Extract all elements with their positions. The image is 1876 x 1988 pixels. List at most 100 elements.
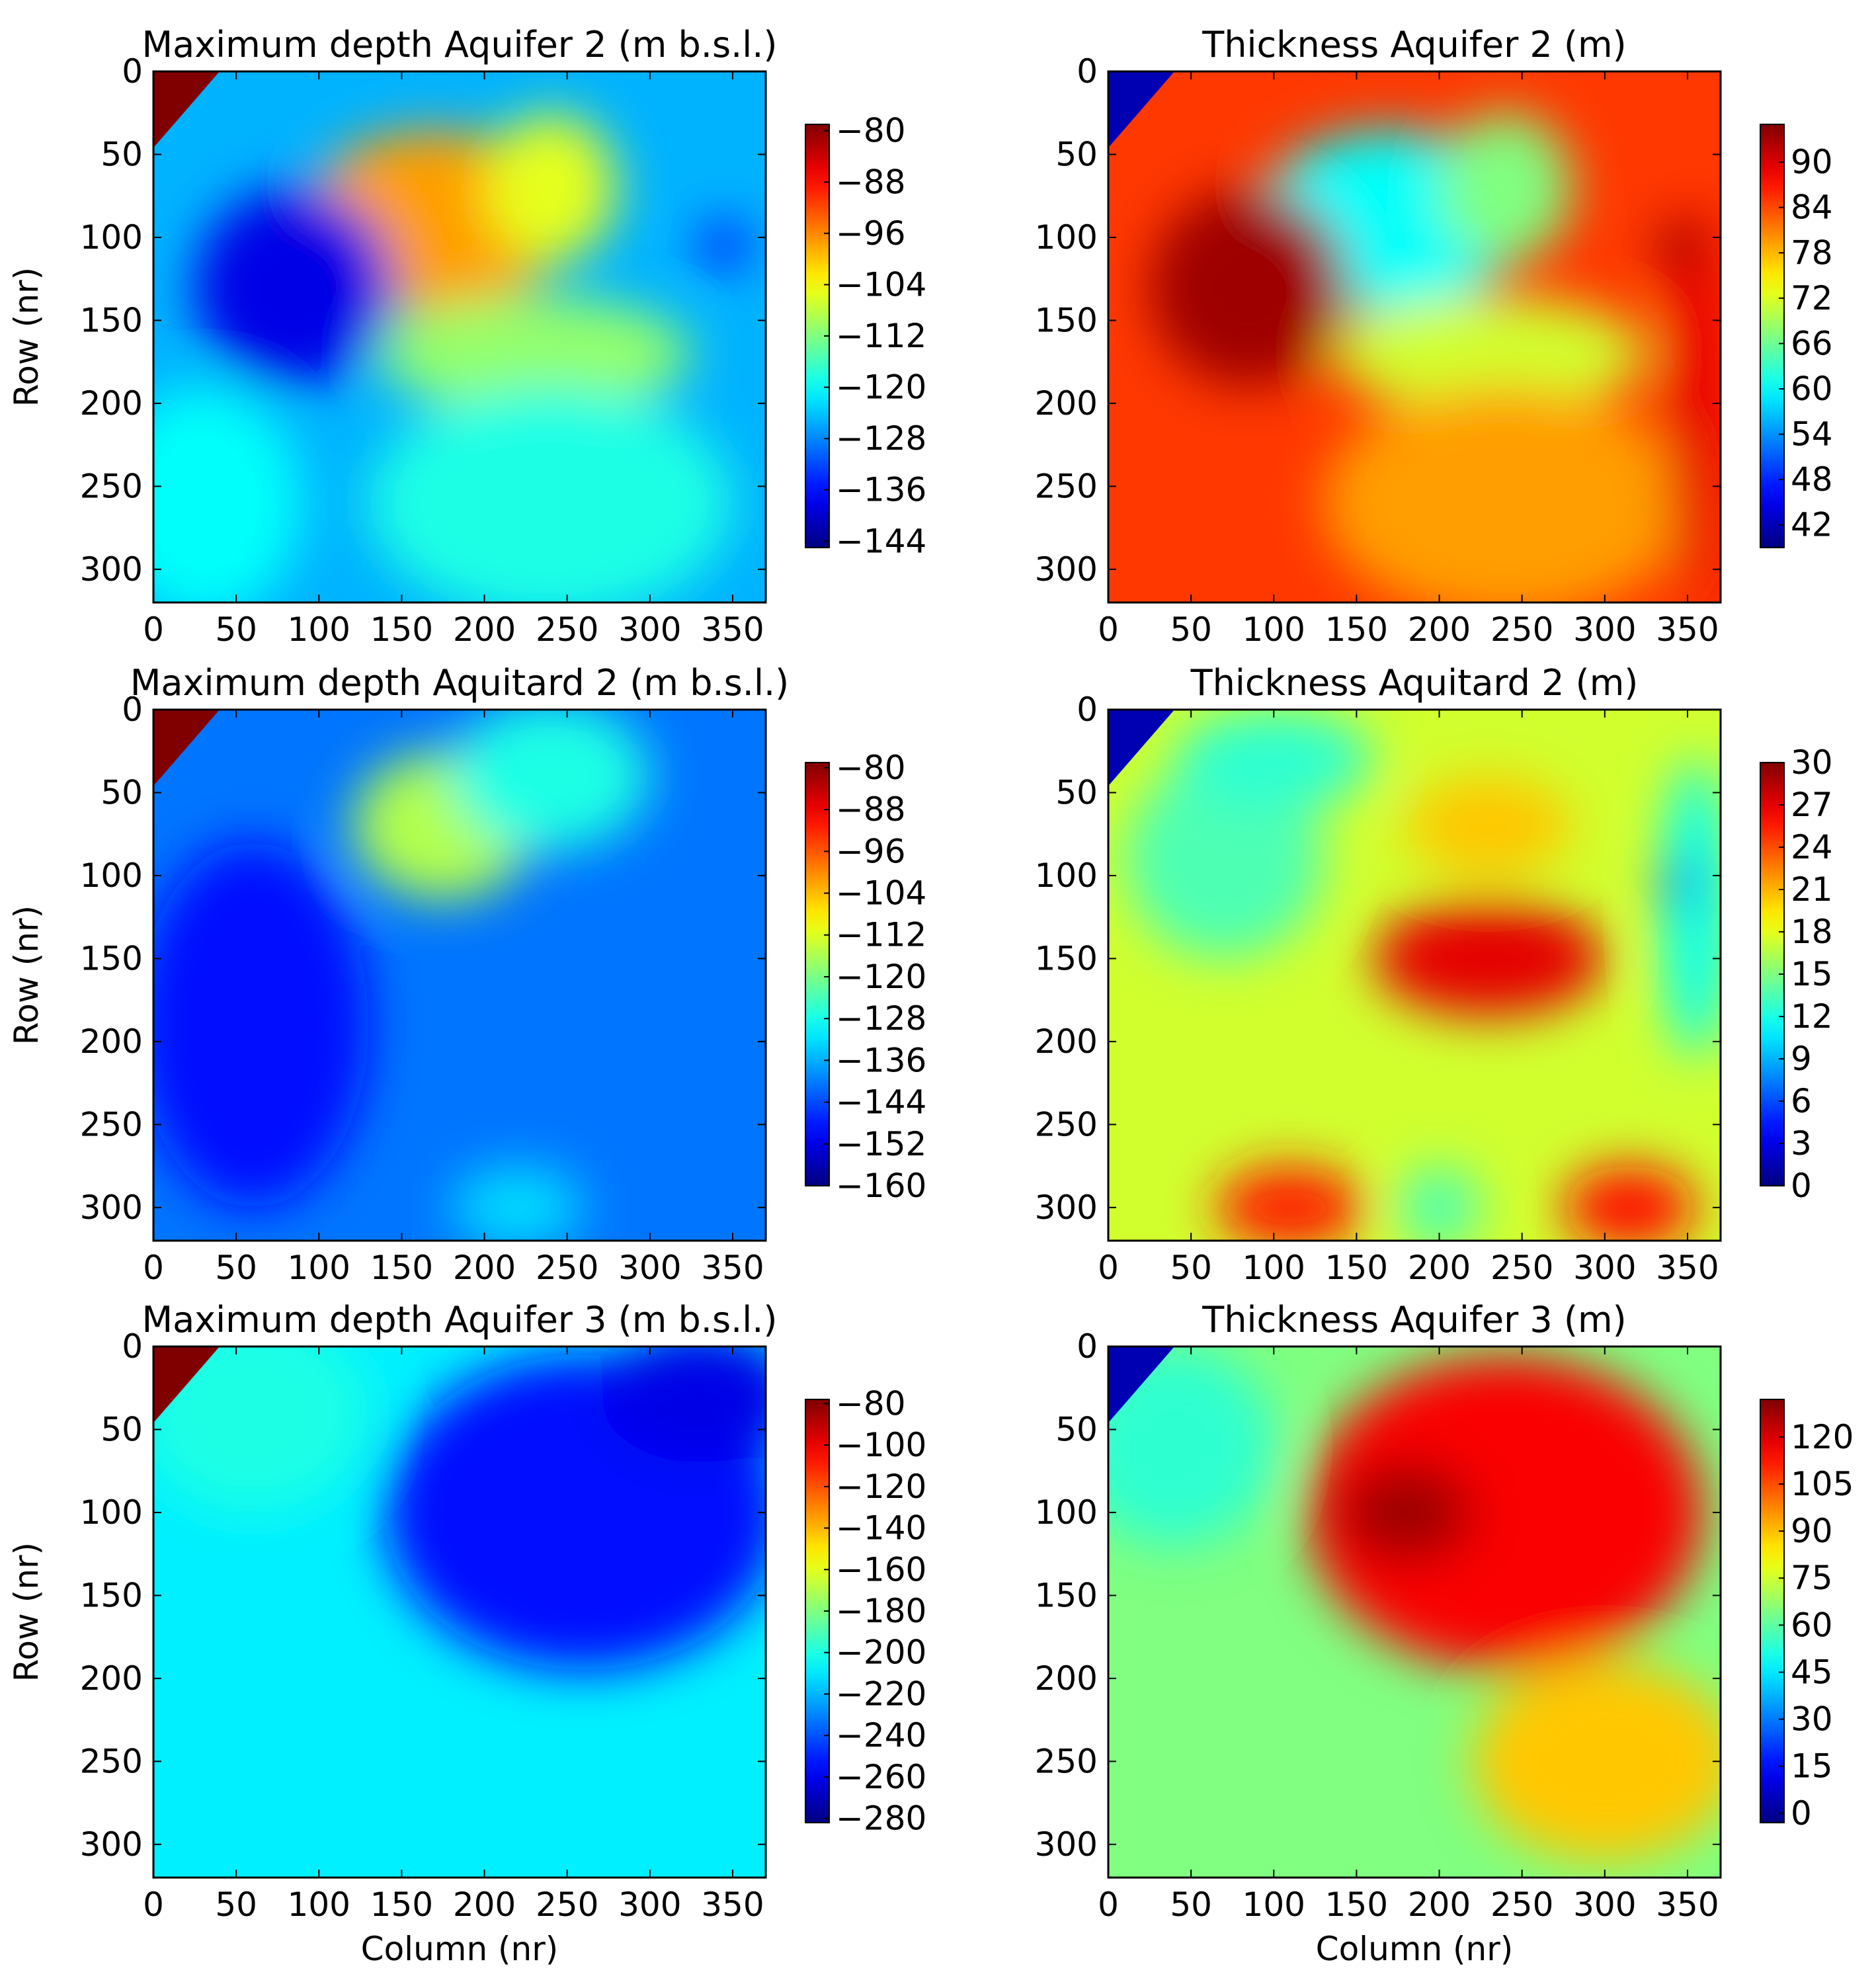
x-tick-label: 200 <box>1408 610 1471 649</box>
heatmap-region <box>1439 112 1572 263</box>
x-tick-label: 0 <box>143 610 164 649</box>
colorbar-tick-label: 9 <box>1791 1040 1812 1078</box>
panel-5: Maximum depth Aquifer 3 (m b.s.l.)0 50 100… <box>7 1299 926 1968</box>
colorbar <box>1760 124 1785 548</box>
colorbar-tick-label: −96 <box>836 214 906 253</box>
colorbar-tick-label: −144 <box>836 1083 926 1122</box>
y-axis-label: Row (nr) <box>7 267 46 407</box>
y-tick-label: 150 <box>1035 1576 1098 1614</box>
y-tick-label: 0 <box>122 690 143 729</box>
colorbar-tick-label: −144 <box>836 522 926 560</box>
heatmap-region <box>1125 759 1324 959</box>
heatmap-region <box>1108 1346 1274 1546</box>
heatmap-region <box>1656 222 1703 269</box>
axes-frame <box>1107 70 1722 604</box>
x-tick-label: 100 <box>1243 1885 1305 1924</box>
x-tick-label: 300 <box>1573 1249 1636 1287</box>
x-tick-label: 350 <box>701 1885 764 1924</box>
heatmap-field <box>1108 710 1721 1241</box>
colorbar-tick-label: −80 <box>836 112 906 150</box>
chart-title: Thickness Aquifer 2 (m) <box>1202 24 1626 65</box>
x-tick-label: 250 <box>536 610 598 649</box>
heatmap-region <box>1331 295 1647 412</box>
colorbar-tick-label: −220 <box>836 1675 926 1713</box>
colorbar-tick-label: −112 <box>836 317 926 355</box>
heatmap-region <box>1406 776 1572 876</box>
heatmap-region <box>1666 204 1721 602</box>
colorbar-tick-label: 15 <box>1791 955 1833 993</box>
colorbar-tick-label: −120 <box>836 1468 926 1506</box>
heatmap-region <box>376 295 692 412</box>
x-tick-label: 150 <box>370 1885 433 1924</box>
heatmap-region <box>368 386 733 602</box>
y-tick-label: 100 <box>80 856 143 895</box>
colorbar-tick-label: 78 <box>1791 233 1833 272</box>
x-tick-label: 250 <box>536 1885 598 1924</box>
chart-title: Maximum depth Aquifer 2 (m b.s.l.) <box>142 24 777 65</box>
y-tick-label: 250 <box>1035 467 1098 505</box>
colorbar-tick-label: −120 <box>836 958 926 996</box>
x-tick-label: 350 <box>1656 1885 1719 1924</box>
x-tick-label: 100 <box>1243 610 1305 649</box>
y-tick-label: 200 <box>80 1659 143 1698</box>
heatmap-region <box>1659 864 1699 904</box>
colorbar-tick-label: −120 <box>836 368 926 407</box>
y-tick-label: 50 <box>101 773 143 811</box>
x-tick-label: 50 <box>1170 1249 1212 1287</box>
colorbar-tick-label: −112 <box>836 916 926 954</box>
x-tick-label: 150 <box>1325 610 1388 649</box>
colorbar-tick-label: 60 <box>1791 1606 1833 1644</box>
heatmap-field <box>153 710 766 1241</box>
y-tick-label: 200 <box>80 384 143 423</box>
panel-4: Thickness Aquitard 2 (m)0 50 100 150 200 250 3… <box>1035 662 1833 1287</box>
y-tick-label: 200 <box>1035 1022 1098 1061</box>
y-tick-label: 250 <box>1035 1105 1098 1143</box>
heatmap-corner-region <box>153 71 220 148</box>
y-tick-label: 100 <box>80 218 143 257</box>
panel-6: Thickness Aquifer 3 (m)0 50 100 150 200 250 30… <box>1035 1299 1854 1968</box>
y-tick-label: 150 <box>80 939 143 977</box>
colorbar-tick-label: 60 <box>1791 370 1833 408</box>
y-tick-label: 300 <box>1035 1825 1098 1864</box>
axes-frame <box>152 70 767 604</box>
heatmap-region <box>1174 710 1373 809</box>
heatmap-region <box>600 1346 766 1463</box>
x-tick-label: 300 <box>1573 610 1636 649</box>
x-tick-label: 200 <box>1408 1885 1471 1924</box>
heatmap-corner-region <box>153 1346 220 1423</box>
y-tick-label: 50 <box>1055 135 1098 173</box>
x-tick-label: 150 <box>1325 1885 1388 1924</box>
colorbar-tick-label: 6 <box>1791 1082 1812 1120</box>
heatmap-region <box>153 842 369 1208</box>
heatmap-field <box>153 1346 766 1878</box>
x-tick-label: 0 <box>1098 610 1119 649</box>
x-tick-label: 200 <box>453 610 516 649</box>
x-axis-label: Column (nr) <box>361 1930 559 1968</box>
y-tick-label: 300 <box>80 1825 143 1864</box>
x-tick-label: 350 <box>701 1249 764 1287</box>
colorbar-tick-label: 84 <box>1791 188 1833 227</box>
y-tick-label: 200 <box>1035 384 1098 423</box>
y-tick-label: 250 <box>80 1105 143 1143</box>
x-tick-label: 50 <box>215 1249 257 1287</box>
heatmap-region <box>1472 1661 1721 1861</box>
y-tick-label: 150 <box>80 1576 143 1614</box>
colorbar-tick-label: −104 <box>836 874 926 913</box>
colorbar-tick-label: −152 <box>836 1125 926 1163</box>
heatmap-region <box>194 187 393 387</box>
colorbar <box>1760 1399 1785 1823</box>
x-tick-label: 300 <box>1573 1885 1636 1924</box>
x-tick-label: 150 <box>1325 1249 1388 1287</box>
y-tick-label: 0 <box>122 1327 143 1366</box>
y-tick-label: 50 <box>1055 773 1098 811</box>
y-tick-label: 100 <box>1035 218 1098 257</box>
y-tick-label: 100 <box>1035 1493 1098 1532</box>
colorbar-tick-label: 0 <box>1791 1167 1812 1205</box>
colorbar-tick-label: 24 <box>1791 828 1833 866</box>
colorbar <box>805 762 830 1186</box>
axes-frame <box>152 1345 767 1879</box>
x-tick-label: 300 <box>618 610 681 649</box>
y-axis-label: Row (nr) <box>7 1542 46 1682</box>
colorbar-tick-label: −96 <box>836 832 906 870</box>
